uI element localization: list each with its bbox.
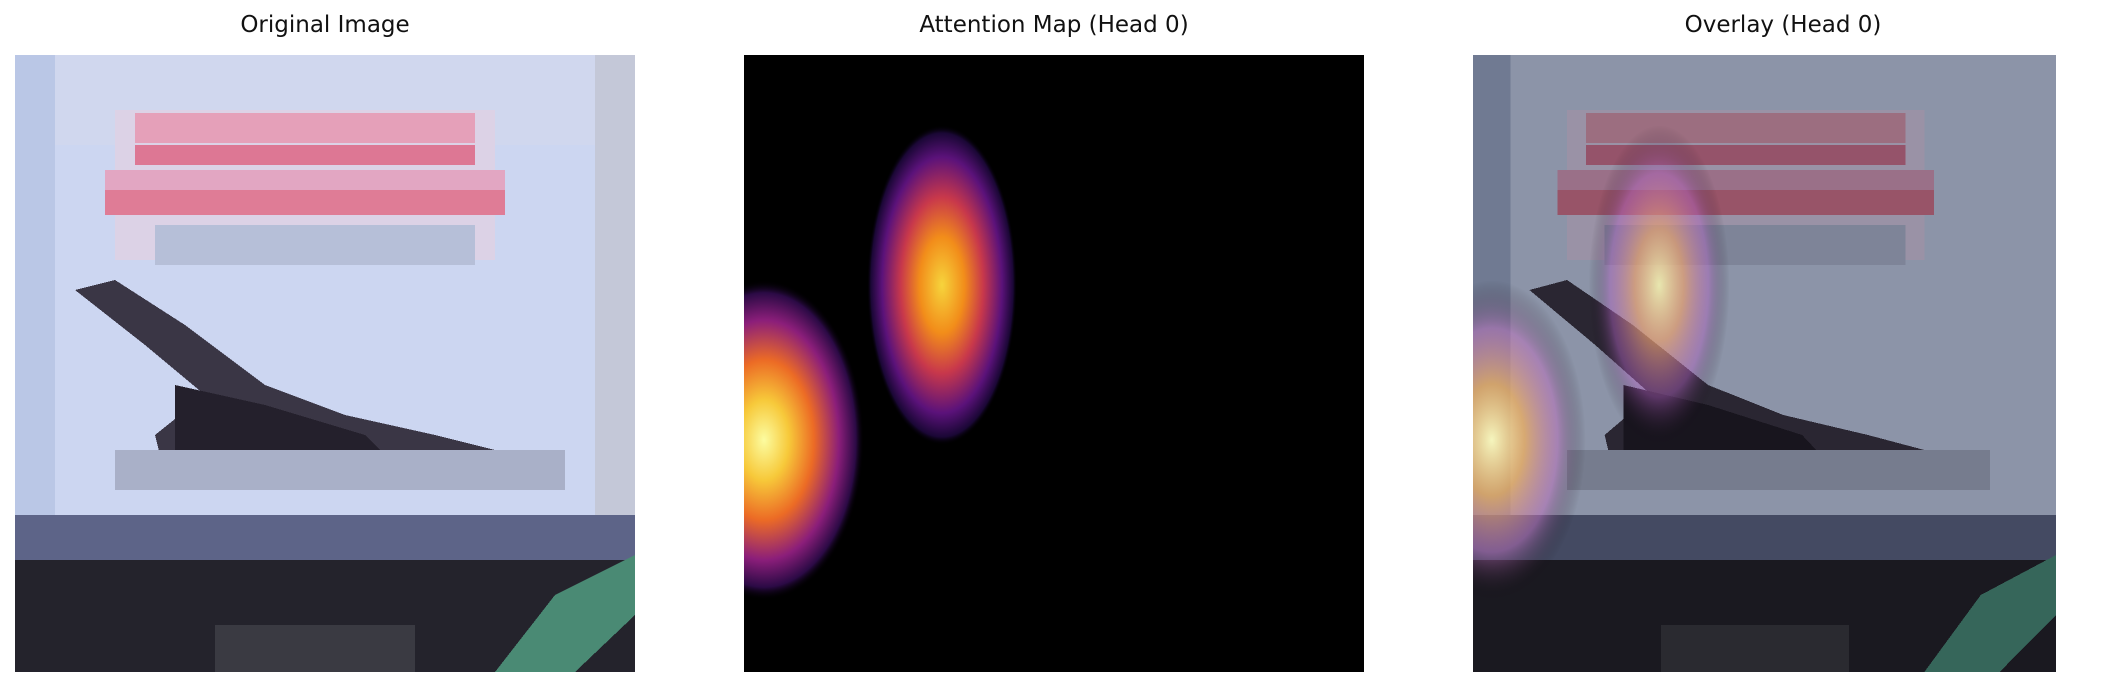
original-image-svg <box>15 55 635 672</box>
original-image-title: Original Image <box>240 12 410 38</box>
attention-map <box>744 55 1364 672</box>
original-image <box>15 55 635 672</box>
overlay-title: Overlay (Head 0) <box>1684 12 1882 38</box>
attention-map-title: Attention Map (Head 0) <box>919 12 1189 38</box>
attention-map-svg <box>744 55 1364 672</box>
overlay-image-svg <box>1473 55 2056 672</box>
overlay-image <box>1473 55 2056 672</box>
